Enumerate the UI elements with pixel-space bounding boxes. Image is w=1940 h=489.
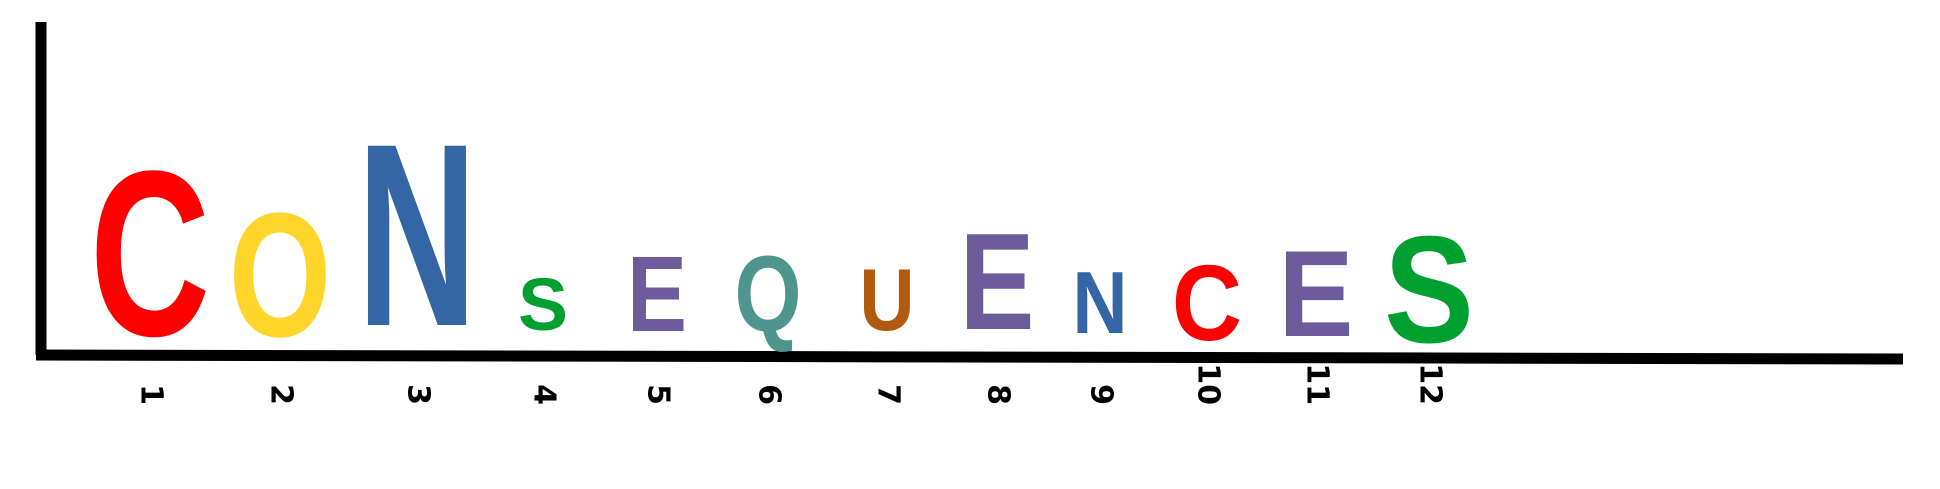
logo-letter-9: N bbox=[1072, 253, 1127, 353]
x-tick-label-11: 11 bbox=[1300, 363, 1335, 405]
x-tick-label-12: 12 bbox=[1413, 363, 1448, 405]
x-axis-line bbox=[35, 349, 1904, 365]
x-tick-label-4: 4 bbox=[527, 384, 562, 405]
x-tick-label-6: 6 bbox=[752, 384, 787, 405]
logo-letter-4: S bbox=[518, 264, 568, 346]
x-tick-label-10: 10 bbox=[1191, 363, 1226, 405]
logo-letter-3: N bbox=[357, 90, 477, 381]
x-tick-label-8: 8 bbox=[981, 384, 1016, 405]
x-tick-label-7: 7 bbox=[871, 384, 906, 405]
x-tick-label-3: 3 bbox=[401, 384, 436, 405]
logo-letter-2: O bbox=[229, 177, 332, 374]
logo-letter-12: S bbox=[1384, 205, 1474, 374]
x-tick-label-9: 9 bbox=[1084, 384, 1119, 405]
x-tick-label-2: 2 bbox=[264, 384, 299, 405]
logo-letter-5: E bbox=[627, 234, 687, 355]
logo-letter-11: E bbox=[1278, 224, 1353, 362]
logo-letter-6: Q bbox=[734, 234, 801, 355]
logo-letter-8: E bbox=[960, 204, 1035, 358]
logo-letter-7: U bbox=[859, 250, 914, 350]
logo-letter-1: C bbox=[90, 122, 210, 385]
x-tick-label-1: 1 bbox=[134, 384, 169, 405]
x-tick-label-5: 5 bbox=[641, 384, 676, 405]
x-tick-labels: 1 2 3 4 5 6 7 8 9 10 11 12 bbox=[134, 363, 1448, 405]
logo-letter-10: C bbox=[1172, 242, 1242, 363]
